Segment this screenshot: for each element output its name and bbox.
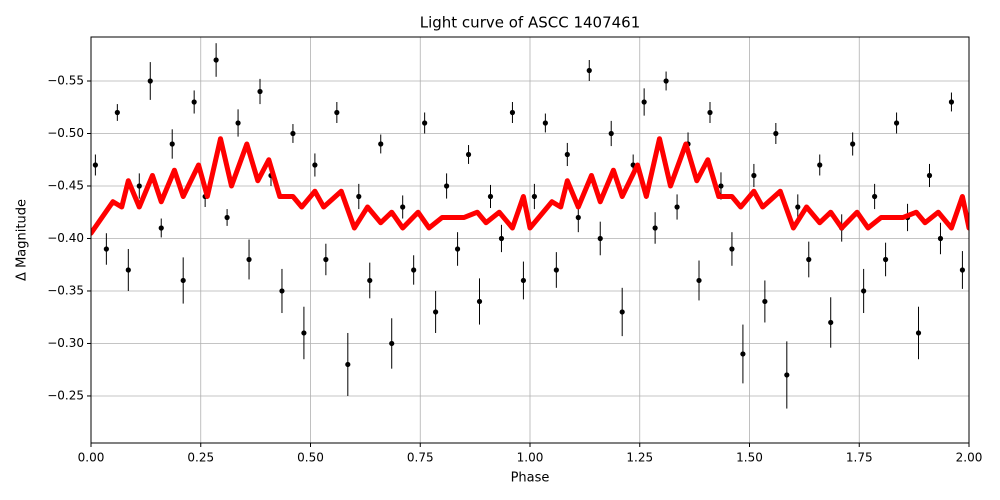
data-point (443, 183, 450, 189)
data-point (696, 277, 702, 284)
x-tick-label: 1.00 (517, 451, 544, 465)
data-point (806, 256, 812, 263)
y-tick-label: −0.45 (47, 178, 84, 192)
data-point (465, 151, 472, 158)
data-point (422, 120, 428, 126)
x-tick-label: 0.50 (297, 451, 324, 465)
data-point (553, 267, 559, 273)
data-point (948, 99, 955, 105)
data-point (520, 277, 527, 284)
data-point (575, 214, 581, 221)
data-point (882, 256, 889, 263)
data-point (926, 172, 933, 179)
data-point (114, 109, 120, 116)
data-point (663, 78, 669, 84)
data-point (290, 130, 296, 137)
data-point (762, 298, 768, 305)
data-point (619, 309, 625, 315)
data-point (92, 162, 98, 168)
y-axis-label: Δ Magnitude (15, 199, 30, 281)
data-point (180, 277, 186, 284)
data-point (367, 277, 373, 284)
data-point (378, 141, 384, 147)
data-point (246, 256, 252, 263)
data-point (597, 235, 603, 242)
x-tick-label: 0.75 (407, 451, 434, 465)
y-tick-label: −0.40 (47, 231, 84, 245)
y-tick-label: −0.55 (47, 73, 84, 87)
data-point (235, 120, 241, 126)
data-point (872, 193, 878, 200)
data-point (674, 204, 680, 210)
data-point (850, 141, 856, 147)
data-point (136, 183, 142, 189)
data-point (564, 151, 570, 158)
data-point (487, 193, 494, 200)
data-point (125, 267, 131, 273)
data-point (476, 298, 483, 305)
data-point (345, 361, 351, 368)
data-point (400, 204, 406, 210)
x-tick-label: 1.25 (626, 451, 653, 465)
data-point (224, 214, 230, 221)
x-tick-label: 0.25 (187, 451, 214, 465)
data-point (498, 235, 505, 242)
data-point (707, 109, 713, 116)
data-point (915, 330, 922, 336)
data-point (301, 330, 307, 336)
data-point (795, 204, 801, 210)
data-point (718, 183, 724, 189)
model-line (91, 136, 969, 236)
data-point (861, 288, 867, 294)
data-point (959, 267, 966, 273)
data-point (641, 99, 647, 105)
data-point (411, 267, 417, 273)
data-point (608, 130, 614, 137)
x-tick-label: 1.50 (736, 451, 763, 465)
data-point (784, 372, 790, 378)
data-point (356, 193, 362, 200)
data-point (433, 309, 439, 315)
y-tick-label: −0.50 (47, 126, 84, 140)
data-point (652, 225, 658, 231)
data-point (257, 88, 263, 95)
data-point (169, 141, 175, 147)
data-point (937, 235, 944, 242)
data-point (740, 351, 746, 357)
data-point (213, 57, 219, 63)
y-tick-label: −0.30 (47, 336, 84, 350)
data-point (454, 246, 461, 252)
data-point (531, 193, 537, 200)
x-tick-label: 2.00 (956, 451, 983, 465)
data-point (586, 67, 592, 74)
data-point (729, 246, 735, 252)
data-point (158, 225, 164, 231)
data-point (751, 172, 757, 179)
x-tick-label: 0.00 (78, 451, 105, 465)
data-point (817, 162, 823, 168)
data-point (389, 340, 395, 347)
data-point (279, 288, 285, 294)
data-point (147, 78, 153, 84)
y-tick-label: −0.35 (47, 283, 84, 297)
x-tick-label: 1.75 (846, 451, 873, 465)
plot-area (91, 43, 969, 409)
y-tick-label: −0.25 (47, 388, 84, 402)
ticks: 0.00 0.25 0.50 0.75 1.00 1.25 1.50 1.75 2.00 −0.2… (47, 73, 982, 464)
chart-title: Light curve of ASCC 1407461 (420, 14, 641, 32)
data-point (323, 256, 329, 263)
data-point (542, 120, 548, 126)
data-point (773, 130, 779, 137)
data-point (828, 319, 834, 326)
data-point (509, 109, 516, 116)
data-point (312, 162, 318, 168)
data-point (103, 246, 109, 252)
x-axis-label: Phase (511, 471, 550, 486)
data-point (191, 99, 197, 105)
data-point (334, 109, 340, 116)
data-point (893, 120, 900, 126)
